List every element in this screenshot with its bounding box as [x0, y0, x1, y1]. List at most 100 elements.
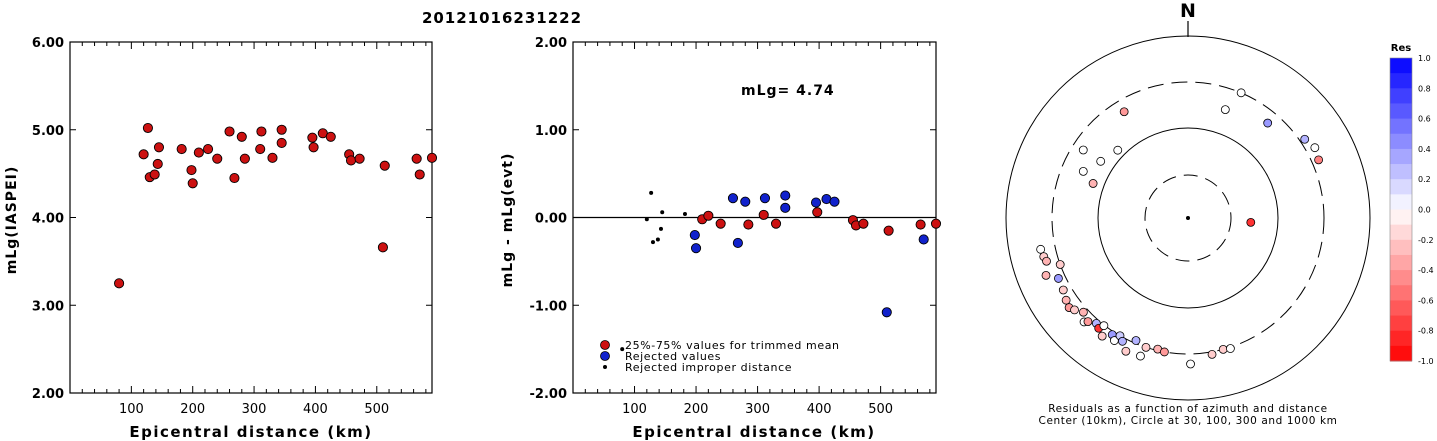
middle-data-point: [780, 202, 791, 213]
left-data-point: [152, 158, 163, 170]
mlg-annotation: mLg= 4.74: [741, 83, 835, 99]
middle-data-point: [829, 196, 840, 207]
middle-data-point: [644, 217, 649, 222]
left-points: [114, 122, 438, 289]
polar-data-point: [1246, 217, 1256, 227]
colorbar-cell: [1390, 88, 1412, 104]
circle-100km: [1097, 127, 1279, 309]
polar-data-point: [1078, 307, 1088, 317]
middle-ytick-label: -1.00: [530, 299, 567, 314]
colorbar-cell: [1390, 239, 1412, 256]
polar-data-point: [1055, 260, 1065, 269]
left-ytick-label: 2.00: [32, 387, 64, 402]
middle-ytick-label: 0.00: [535, 212, 567, 227]
middle-data-point: [930, 218, 942, 229]
polar-data-point: [1236, 88, 1246, 98]
polar-data-point: [1088, 179, 1098, 188]
middle-data-point: [620, 347, 625, 352]
colorbar-frame: [1389, 57, 1413, 362]
polar-data-point: [1099, 321, 1109, 331]
left-ytick-label: 3.00: [32, 299, 64, 314]
left-data-point: [256, 126, 267, 137]
left-data-point: [114, 278, 125, 289]
left-xtick-label: 500: [364, 402, 389, 417]
left-data-point: [176, 144, 187, 155]
left-y-ticks: 6.00 5.00 4.00 3.00 2.00: [32, 36, 432, 402]
polar-points: [1036, 88, 1324, 369]
middle-data-point: [881, 307, 892, 318]
colorbar-tick-label: -0.2: [1418, 236, 1434, 245]
middle-xtick-label: 500: [868, 402, 893, 417]
colorbar: Res 1.0 0.8 0.6 0.4 0.2 0.0 -0.2 -0.4 -0.6 -0.8 -1…: [1389, 43, 1434, 366]
left-data-point: [267, 152, 278, 163]
figure-title: 20121016231222: [422, 9, 582, 27]
polar-data-point: [1036, 244, 1046, 254]
polar-data-point: [1136, 351, 1145, 361]
left-data-point: [193, 147, 204, 158]
polar-data-point: [1314, 155, 1324, 165]
polar-data-point: [1159, 347, 1169, 357]
colorbar-cell: [1390, 345, 1412, 362]
colorbar-tick-label: 0.2: [1418, 175, 1431, 184]
polar-data-point: [1070, 305, 1079, 315]
colorbar-cell: [1390, 164, 1412, 180]
colorbar-tick-label: -0.4: [1418, 266, 1434, 275]
left-data-point: [187, 178, 198, 189]
polar-data-point: [1118, 336, 1127, 346]
left-data-point: [276, 124, 287, 135]
middle-y-axis-label: mLg - mLg(evt): [500, 153, 516, 288]
left-xtick-label: 400: [303, 402, 328, 417]
colorbar-tick-label: -1.0: [1418, 357, 1434, 366]
middle-data-point: [649, 190, 654, 195]
polar-caption-line1: Residuals as a function of azimuth and d…: [1048, 403, 1328, 415]
middle-x-ticks: 100 200 300 400 500: [584, 42, 931, 417]
polar-data-point: [1042, 256, 1051, 266]
left-y-axis-label: mLg(IASPEI): [4, 166, 20, 275]
polar-data-point: [1121, 346, 1131, 356]
middle-data-point: [915, 219, 926, 230]
epicenter-marker: [1186, 216, 1190, 220]
middle-ytick-label: 2.00: [535, 36, 567, 51]
colorbar-cell: [1390, 254, 1412, 271]
colorbar-tick-label: 1.0: [1418, 54, 1431, 63]
left-data-point: [325, 131, 336, 142]
polar-caption-line2: Center (10km), Circle at 30, 100, 300 an…: [1039, 415, 1338, 427]
polar-data-point: [1119, 107, 1129, 117]
middle-data-point: [732, 237, 743, 248]
polar-data-point: [1061, 295, 1071, 305]
middle-data-point: [727, 193, 739, 204]
middle-data-point: [759, 193, 771, 204]
middle-data-point: [770, 218, 782, 229]
middle-data-point: [780, 190, 791, 201]
left-data-point: [186, 165, 197, 176]
polar-data-point: [1041, 270, 1051, 280]
circle-1000km: [1005, 35, 1371, 401]
left-data-point: [236, 131, 247, 142]
middle-panel: 2.00 1.00 0.00 -1.00 -2.00 100 200 300 400 500 m…: [500, 36, 942, 441]
polar-data-point: [1054, 274, 1063, 283]
left-x-axis-label: Epicentral distance (km): [129, 423, 372, 441]
middle-xtick-label: 100: [622, 402, 647, 417]
legend-marker-trimmed: [600, 340, 610, 350]
colorbar-cell: [1390, 330, 1412, 347]
left-data-point: [426, 152, 438, 163]
colorbar-tick-label: 0.0: [1418, 206, 1431, 215]
polar-data-point: [1058, 285, 1068, 295]
colorbar-title: Res: [1391, 43, 1411, 54]
legend-marker-improper: [603, 365, 607, 369]
polar-panel: N Residuals as a function of azimuth and…: [1005, 0, 1371, 427]
middle-data-point: [715, 218, 726, 229]
colorbar-cell: [1390, 224, 1412, 241]
left-data-point: [377, 242, 388, 253]
colorbar-cell: [1390, 300, 1412, 317]
left-data-point: [414, 169, 425, 180]
colorbar-ticks: 1.0 0.8 0.6 0.4 0.2 0.0 -0.2 -0.4 -0.6 -0.8 -1.0: [1418, 54, 1434, 366]
middle-data-point: [758, 209, 769, 220]
polar-data-point: [1096, 156, 1106, 166]
left-data-point: [411, 153, 422, 164]
polar-data-point: [1097, 331, 1107, 341]
colorbar-cell: [1390, 58, 1412, 74]
north-label: N: [1180, 0, 1196, 22]
middle-data-point: [812, 207, 823, 218]
